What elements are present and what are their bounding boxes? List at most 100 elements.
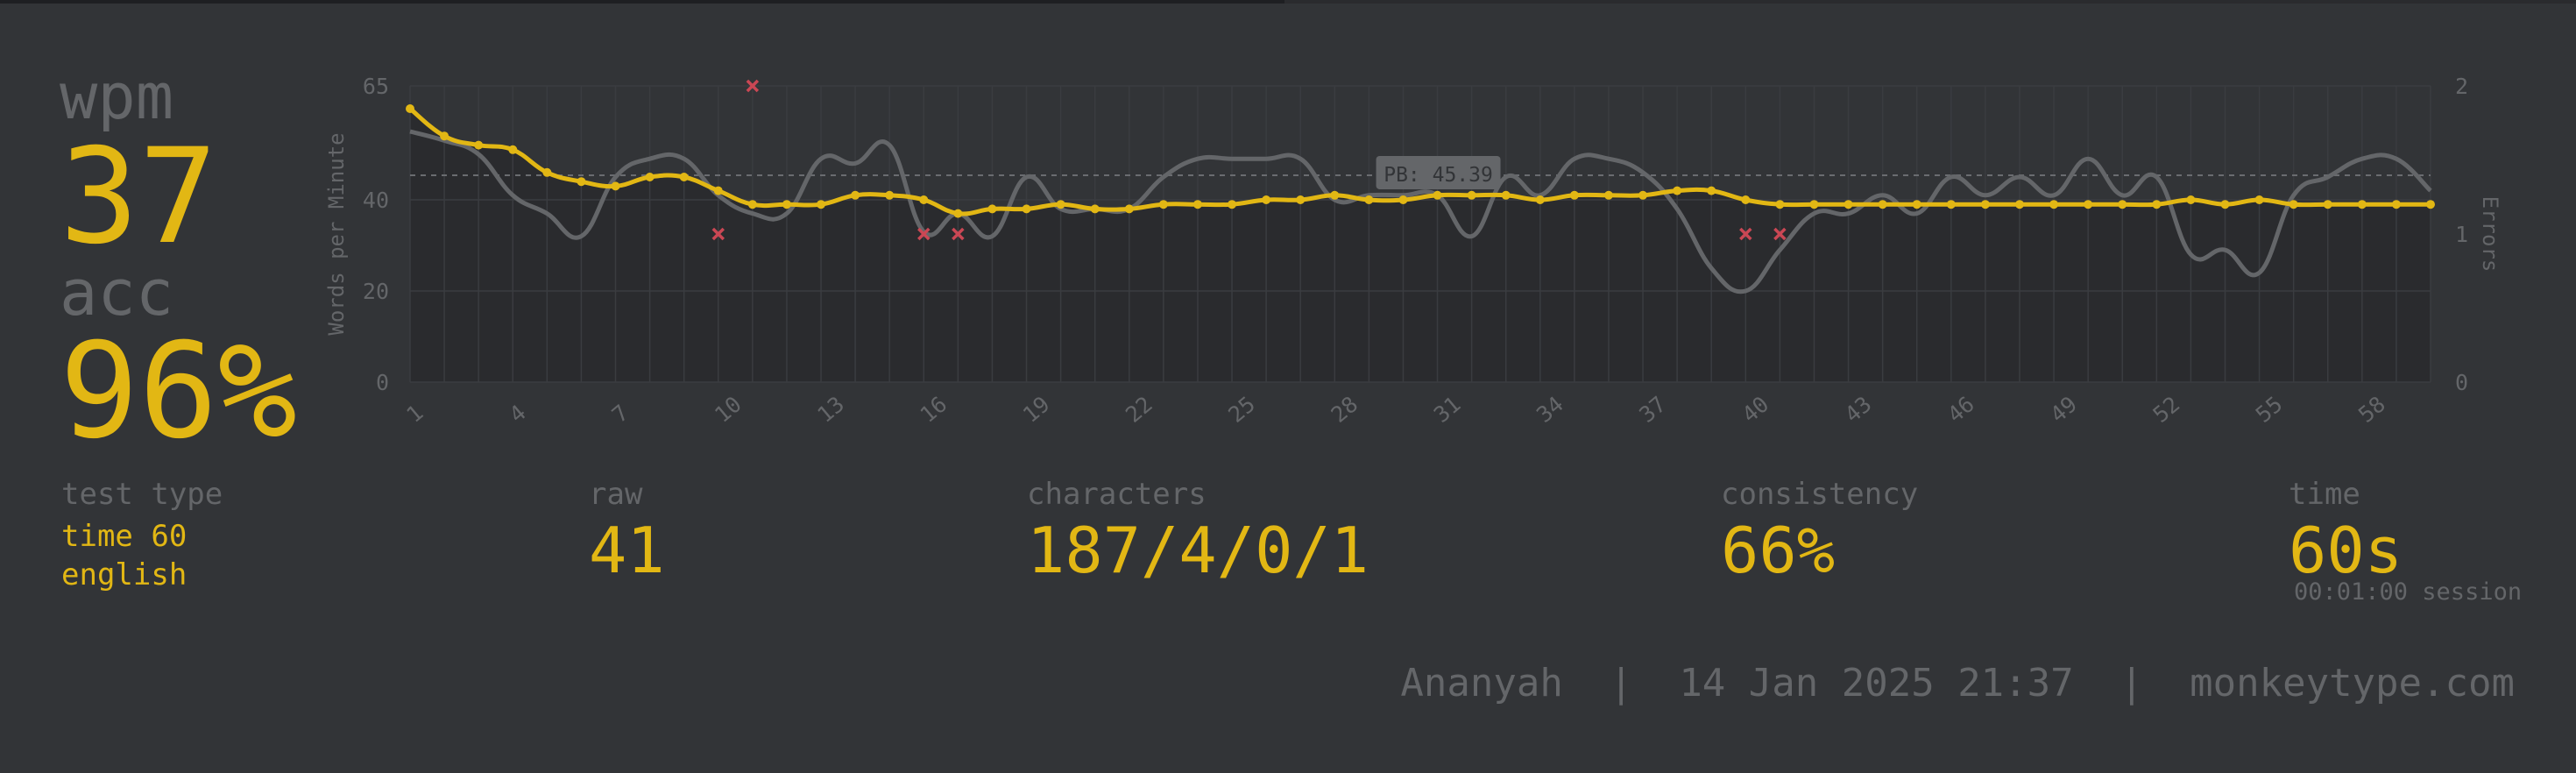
wpm-value: 37 — [60, 121, 218, 273]
wpm-point — [987, 204, 997, 214]
wpm-point — [440, 131, 449, 141]
time-value: 60s — [2289, 514, 2403, 587]
wpm-point — [1022, 204, 1031, 214]
footer-separator: | — [1609, 661, 1633, 706]
error-marker — [746, 79, 760, 93]
error-marker — [952, 227, 965, 241]
wpm-point — [919, 195, 929, 204]
error-marker — [711, 227, 725, 241]
wpm-point — [2357, 200, 2367, 209]
wpm-point — [1433, 190, 1442, 200]
wpm-point — [1192, 200, 1202, 209]
wpm-point — [1638, 190, 1648, 200]
wpm-point — [577, 177, 586, 187]
wpm-point — [2049, 200, 2059, 209]
wpm-point — [1741, 195, 1751, 204]
x-tick-label: 7 — [607, 400, 633, 428]
wpm-point — [817, 200, 826, 209]
wpm-point — [1535, 195, 1545, 204]
footer-site[interactable]: monkeytype.com — [2190, 661, 2515, 706]
raw-label: raw — [589, 477, 643, 512]
wpm-point — [1467, 190, 1476, 200]
wpm-point — [713, 186, 723, 195]
result-footer: Ananyah | 14 Jan 2025 21:37 | monkeytype… — [1400, 661, 2515, 706]
error-marker — [1773, 227, 1787, 241]
wpm-point — [1809, 200, 1819, 209]
wpm-point — [953, 209, 963, 218]
wpm-point — [1912, 200, 1921, 209]
consistency-value: 66% — [1721, 514, 1836, 587]
wpm-point — [1844, 200, 1853, 209]
test-type-label: test type — [61, 477, 223, 512]
test-type-mode[interactable]: time 60 — [61, 519, 188, 554]
time-label: time — [2289, 477, 2360, 512]
x-tick-label: 40 — [1737, 391, 1774, 428]
wpm-point — [2186, 195, 2196, 204]
wpm-point — [1090, 204, 1100, 214]
raw-line — [409, 129, 2432, 294]
wpm-point — [645, 173, 655, 181]
x-tick-label: 13 — [812, 391, 849, 428]
wpm-point — [1228, 200, 1237, 209]
wpm-point — [2289, 200, 2298, 209]
top-progress-fill — [0, 0, 1284, 4]
wpm-point — [1878, 200, 1887, 209]
x-tick-label: 16 — [916, 391, 952, 428]
wpm-point — [1398, 195, 1408, 204]
wpm-point — [2118, 200, 2127, 209]
x-tick-label: 52 — [2148, 391, 2185, 428]
y-tick-label: 65 — [363, 74, 389, 99]
error-marker — [1739, 227, 1752, 241]
top-progress-track — [0, 0, 2576, 4]
footer-separator: | — [2120, 661, 2144, 706]
wpm-point — [1603, 190, 1613, 200]
wpm-point — [1262, 195, 1271, 204]
x-tick-label: 49 — [2045, 391, 2082, 428]
error-marker — [917, 227, 931, 241]
pb-label-box — [1376, 155, 1501, 189]
x-tick-label: 10 — [710, 391, 747, 428]
wpm-point — [1501, 190, 1511, 200]
y-axis-title: Words per Minute — [324, 132, 349, 335]
wpm-point — [782, 200, 791, 209]
wpm-point — [1673, 186, 1682, 195]
wpm-point — [2084, 200, 2093, 209]
wpm-point — [2391, 200, 2401, 209]
footer-datetime: 14 Jan 2025 21:37 — [1679, 661, 2074, 706]
x-tick-label: 58 — [2353, 391, 2390, 428]
raw-value: 41 — [589, 514, 665, 587]
y-tick-label: 40 — [363, 188, 389, 213]
wpm-point — [2426, 200, 2435, 209]
wpm-point — [679, 173, 689, 181]
acc-value: 96% — [60, 316, 297, 468]
wpm-point — [2323, 200, 2332, 209]
x-tick-label: 4 — [505, 400, 531, 428]
x-tick-label: 46 — [1943, 391, 1979, 428]
x-tick-label: 28 — [1327, 391, 1363, 428]
wpm-point — [611, 181, 620, 191]
wpm-point — [1364, 195, 1374, 204]
x-tick-label: 43 — [1840, 391, 1877, 428]
x-tick-label: 22 — [1121, 391, 1157, 428]
acc-label: acc — [60, 256, 174, 330]
y2-axis-title: Errors — [2478, 196, 2502, 273]
wpm-point — [2152, 200, 2162, 209]
wpm-point — [1124, 204, 1134, 214]
wpm-point — [2220, 200, 2230, 209]
wpm-point — [542, 167, 552, 177]
pb-label: PB: 45.39 — [1384, 164, 1493, 187]
wpm-label: wpm — [60, 60, 174, 133]
x-tick-label: 1 — [401, 400, 428, 428]
x-tick-label: 19 — [1018, 391, 1055, 428]
y2-tick-label: 0 — [2455, 370, 2468, 395]
test-type-language[interactable]: english — [61, 557, 188, 592]
wpm-point — [1330, 190, 1340, 200]
wpm-point — [1569, 190, 1579, 200]
consistency-label: consistency — [1721, 477, 1919, 512]
wpm-point — [2254, 195, 2264, 204]
x-tick-label: 34 — [1532, 391, 1568, 428]
footer-user: Ananyah — [1400, 661, 1563, 706]
wpm-point — [2014, 200, 2024, 209]
y2-tick-label: 1 — [2455, 222, 2468, 247]
